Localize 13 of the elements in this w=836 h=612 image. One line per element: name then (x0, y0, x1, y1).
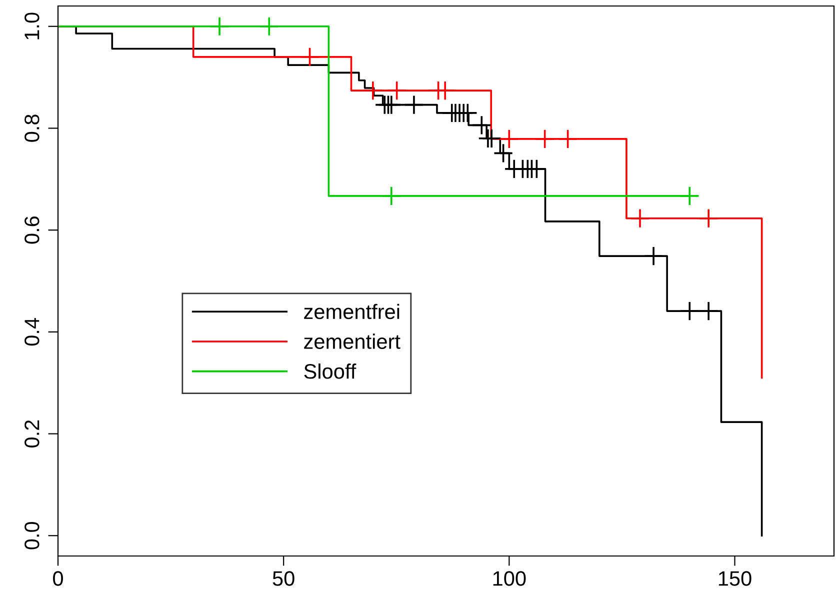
x-tick-label: 0 (53, 571, 63, 586)
y-tick-label: 1.0 (24, 12, 40, 40)
y-tick-label: 0.6 (24, 216, 40, 244)
y-tick-label: 0.4 (24, 318, 40, 346)
x-tick-label: 50 (272, 571, 294, 586)
x-tick-label: 100 (493, 571, 526, 586)
y-tick-label: 0.8 (24, 114, 40, 142)
legend-label: Slooff (304, 364, 356, 379)
y-tick-label: 0.2 (24, 420, 40, 448)
y-tick-label: 0.0 (24, 522, 40, 550)
legend-label: zementiert (304, 334, 400, 349)
x-tick-label: 150 (718, 571, 752, 586)
legend-label: zementfrei (304, 304, 400, 320)
